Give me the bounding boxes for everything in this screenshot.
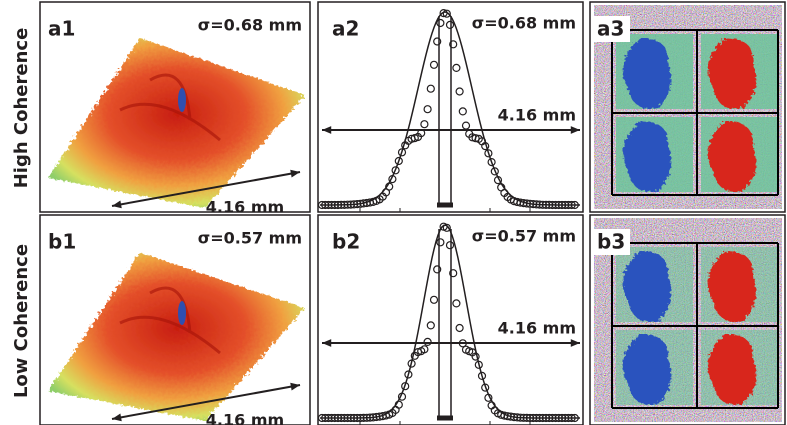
width-label: 4.16 mm — [498, 319, 576, 338]
panel-label: b3 — [597, 230, 625, 254]
sigma-label: σ=0.57 mm — [198, 229, 302, 248]
panel-label: b1 — [48, 230, 76, 254]
panel-label: a1 — [48, 17, 75, 41]
figure: High Coherence a1 σ=0.68 mm 4.16 mm a2 σ=0.68… — [0, 0, 787, 425]
surface-dip — [178, 88, 186, 112]
row-label: High Coherence — [11, 28, 32, 189]
sigma-label: σ=0.68 mm — [198, 16, 302, 35]
surface-dip — [178, 301, 186, 325]
width-label: 4.16 mm — [206, 411, 284, 425]
panel-label: a2 — [332, 17, 359, 41]
panel-label: b2 — [332, 230, 360, 254]
row-label: Low Coherence — [11, 244, 32, 398]
sigma-label: σ=0.57 mm — [472, 227, 576, 246]
width-label: 4.16 mm — [498, 106, 576, 125]
sigma-label: σ=0.68 mm — [472, 14, 576, 33]
panel-label: a3 — [597, 17, 624, 41]
width-label: 4.16 mm — [206, 198, 284, 217]
